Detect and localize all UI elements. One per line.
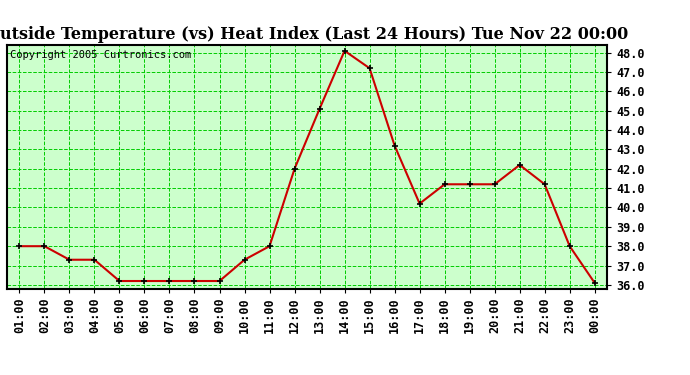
Text: Copyright 2005 Curtronics.com: Copyright 2005 Curtronics.com — [10, 50, 191, 60]
Title: Outside Temperature (vs) Heat Index (Last 24 Hours) Tue Nov 22 00:00: Outside Temperature (vs) Heat Index (Las… — [0, 27, 628, 44]
